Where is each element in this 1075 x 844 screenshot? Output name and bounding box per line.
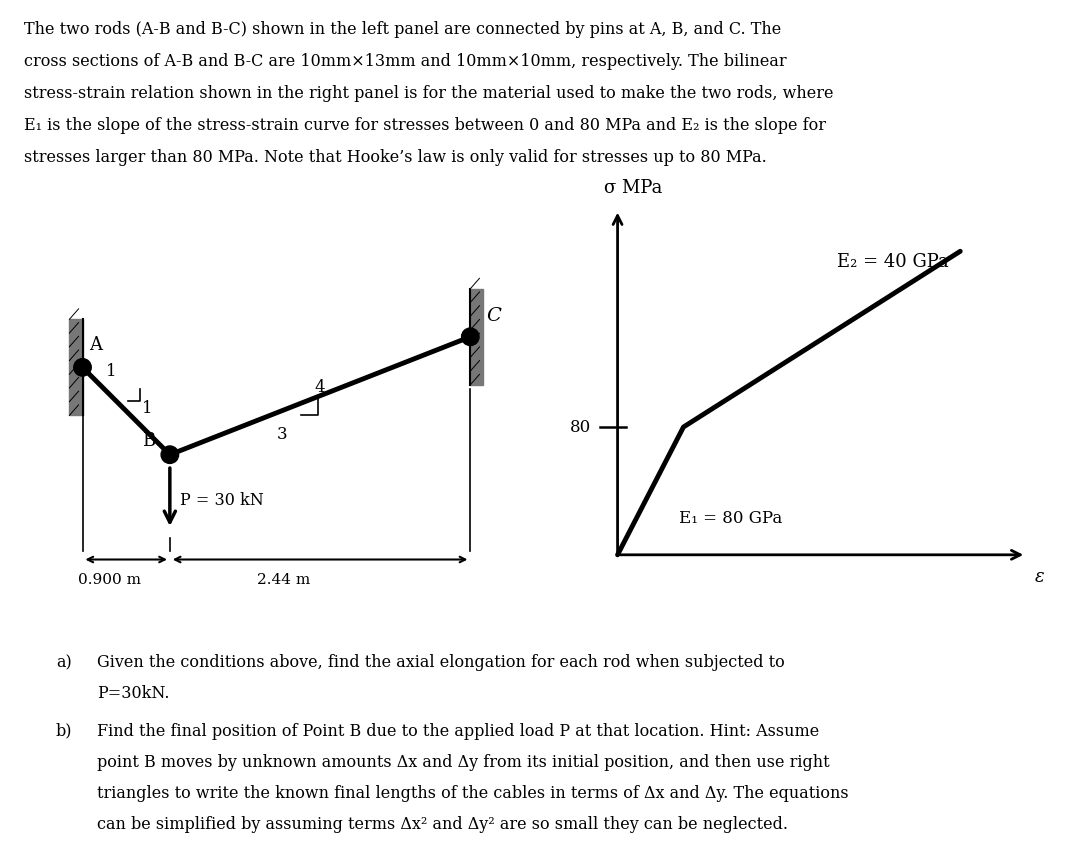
Circle shape	[74, 359, 91, 376]
Text: a): a)	[56, 654, 72, 671]
Text: P=30kN.: P=30kN.	[97, 685, 169, 702]
Text: 1: 1	[142, 400, 153, 417]
Text: 0.900 m: 0.900 m	[78, 573, 141, 587]
Text: C: C	[486, 307, 501, 325]
Text: 2.44 m: 2.44 m	[257, 573, 311, 587]
Text: 80: 80	[570, 419, 591, 436]
Text: The two rods (A-B and B-C) shown in the left panel are connected by pins at A, B: The two rods (A-B and B-C) shown in the …	[24, 21, 780, 38]
Text: E₁ = 80 GPa: E₁ = 80 GPa	[679, 510, 783, 527]
Text: Find the final position of Point B due to the applied load P at that location. H: Find the final position of Point B due t…	[97, 722, 819, 740]
Text: stress-strain relation shown in the right panel is for the material used to make: stress-strain relation shown in the righ…	[24, 85, 833, 102]
Text: 4: 4	[314, 379, 325, 396]
Text: A: A	[89, 336, 102, 354]
Text: B: B	[142, 432, 155, 451]
Bar	[70, 319, 83, 415]
Text: E₁ is the slope of the stress-strain curve for stresses between 0 and 80 MPa and: E₁ is the slope of the stress-strain cur…	[24, 117, 826, 134]
Text: cross sections of A-B and B-C are 10mm×13mm and 10mm×10mm, respectively. The bil: cross sections of A-B and B-C are 10mm×1…	[24, 53, 786, 70]
Text: 3: 3	[276, 426, 287, 443]
Text: stresses larger than 80 MPa. Note that Hooke’s law is only valid for stresses up: stresses larger than 80 MPa. Note that H…	[24, 149, 766, 166]
Text: Given the conditions above, find the axial elongation for each rod when subjecte: Given the conditions above, find the axi…	[97, 654, 785, 671]
Circle shape	[161, 446, 178, 463]
Text: b): b)	[56, 722, 72, 740]
Text: P = 30 kN: P = 30 kN	[181, 492, 264, 510]
Text: can be simplified by assuming terms Δx² and Δy² are so small they can be neglect: can be simplified by assuming terms Δx² …	[97, 816, 788, 834]
Text: E₂ = 40 GPa: E₂ = 40 GPa	[837, 253, 949, 271]
Text: point B moves by unknown amounts Δx and Δy from its initial position, and then u: point B moves by unknown amounts Δx and …	[97, 754, 830, 771]
Text: σ MPa: σ MPa	[604, 179, 663, 197]
Text: triangles to write the known final lengths of the cables in terms of Δx and Δy. : triangles to write the known final lengt…	[97, 785, 848, 803]
Circle shape	[461, 328, 479, 345]
Text: 1: 1	[106, 363, 117, 380]
Text: ε: ε	[1034, 567, 1044, 586]
Bar	[471, 289, 484, 385]
